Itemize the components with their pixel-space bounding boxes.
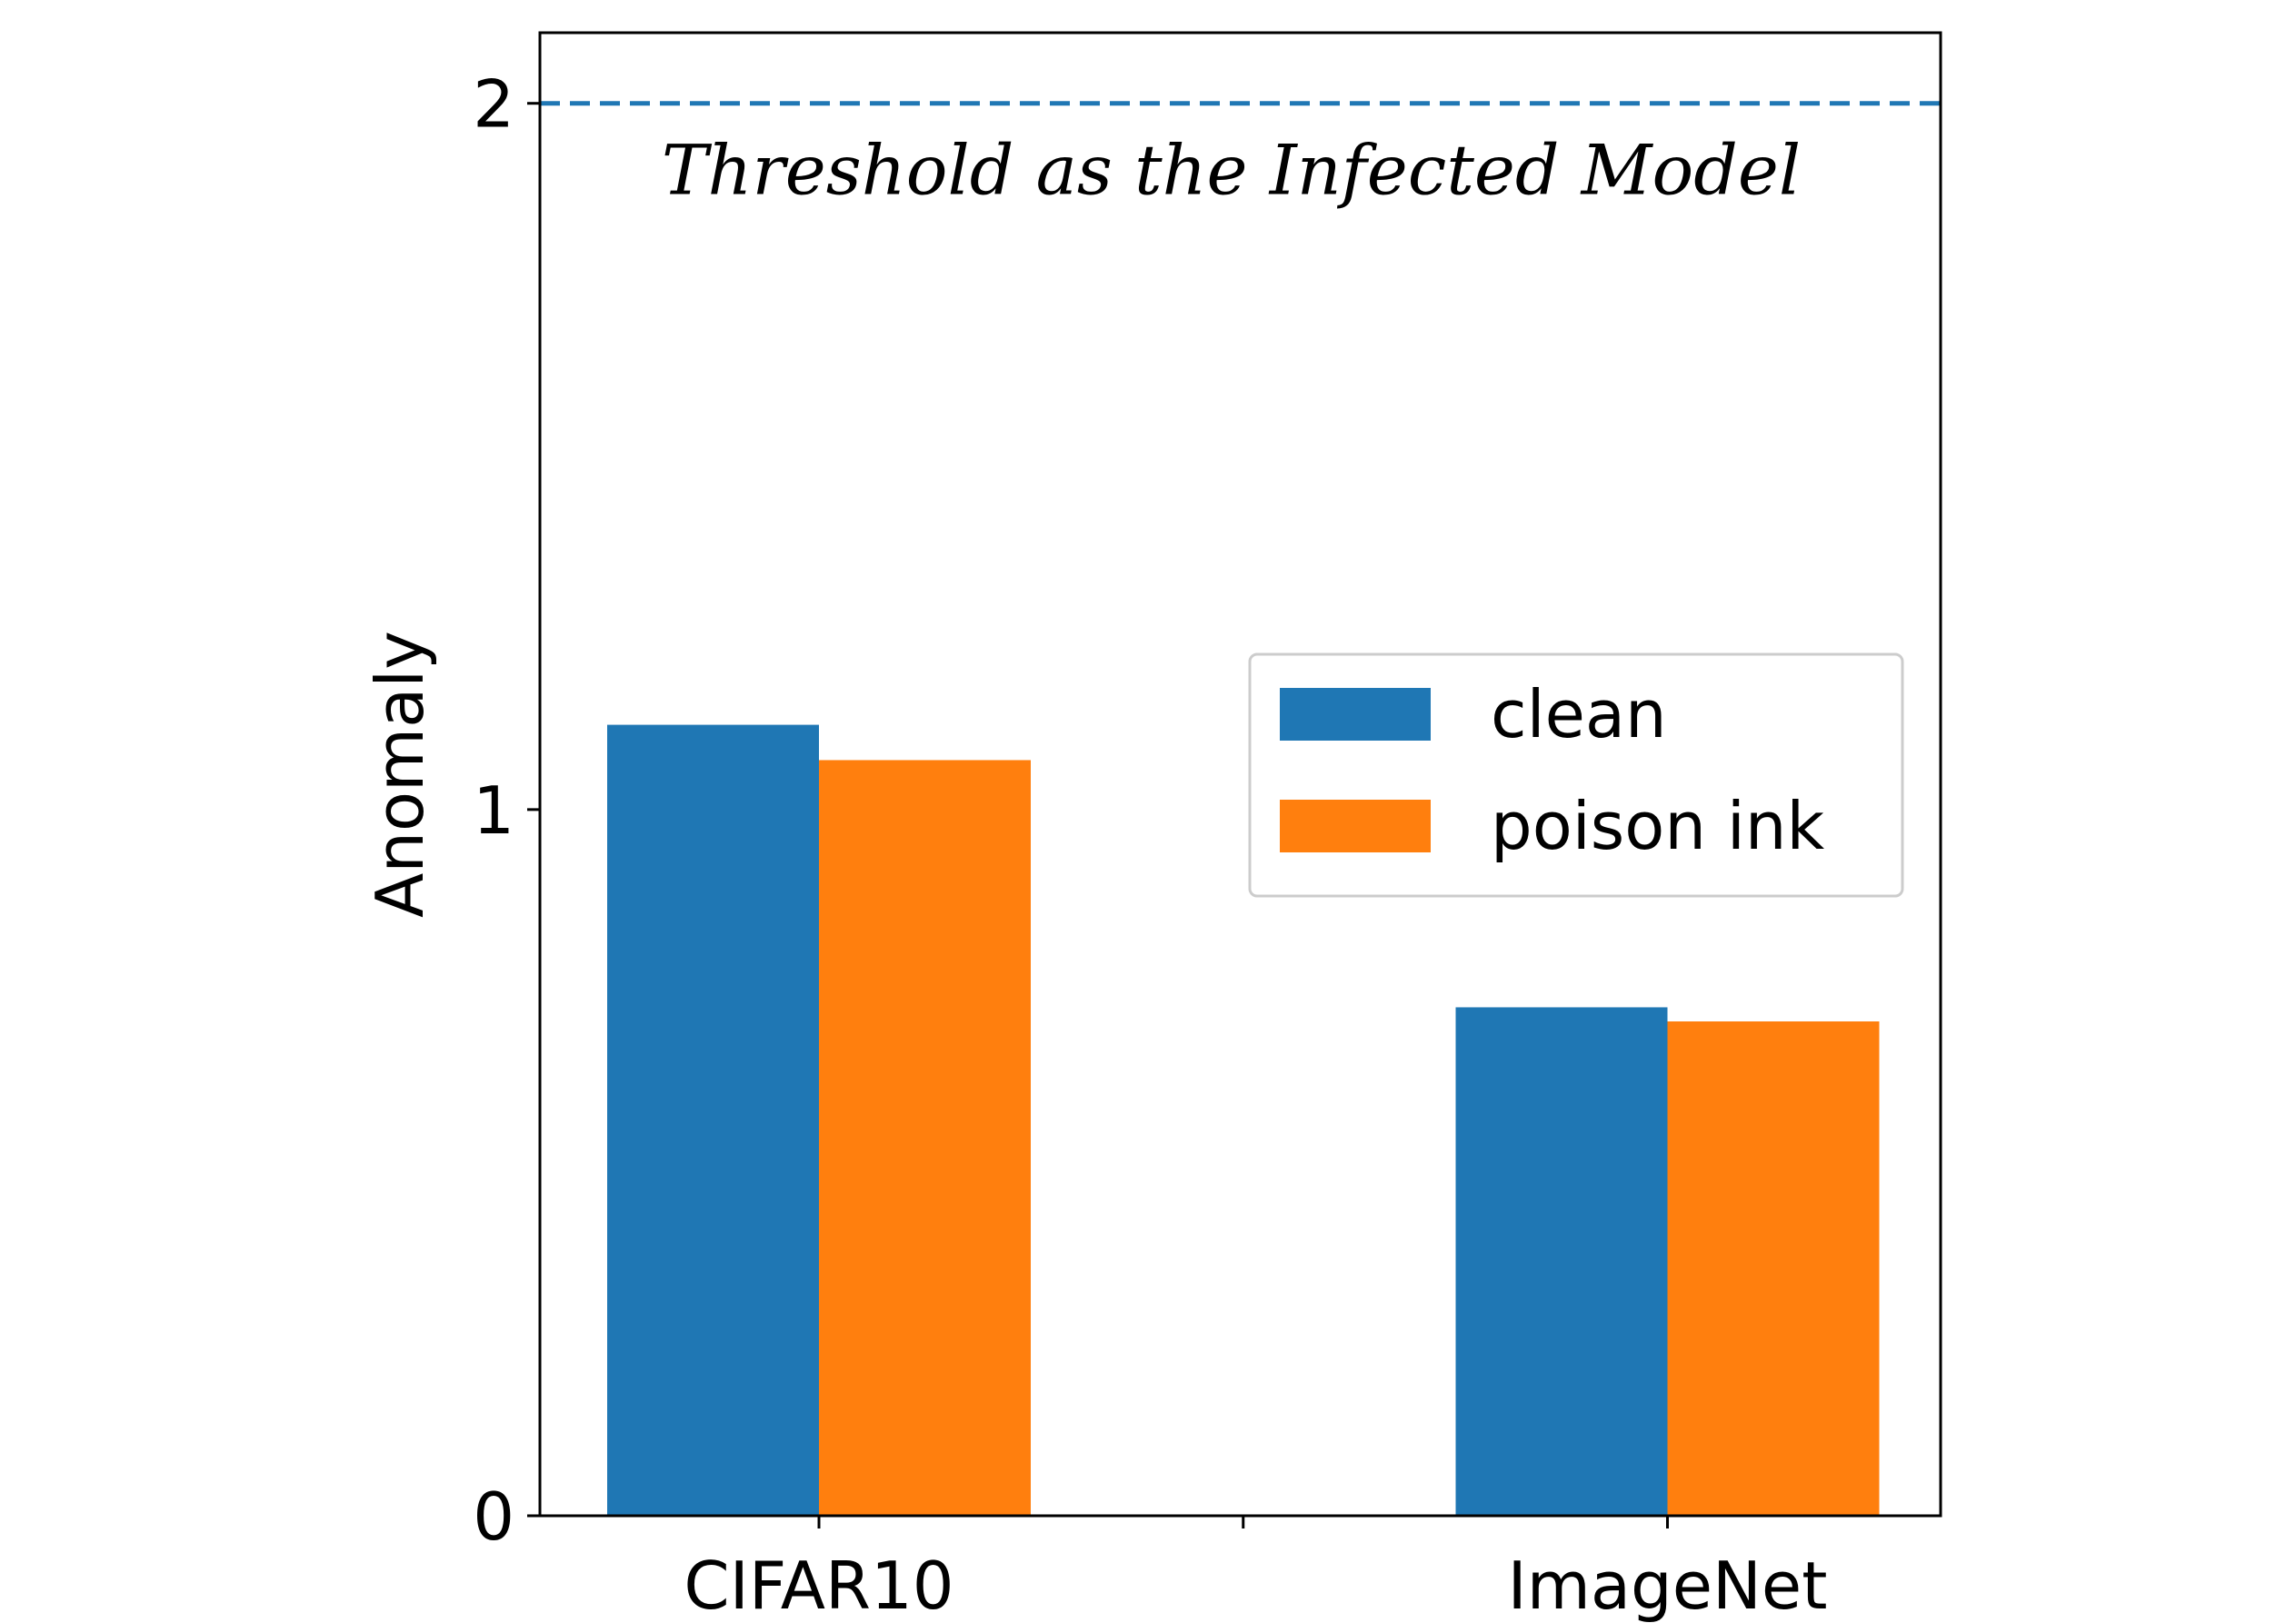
bar-clean-imagenet	[1455, 1007, 1668, 1516]
plot-frame	[538, 31, 1942, 1518]
bar-poison-ink-imagenet	[1667, 1021, 1880, 1516]
bar-poison-ink-cifar10	[819, 760, 1031, 1516]
x-tick-label-cifar10: CIFAR10	[684, 1548, 953, 1623]
y-axis-label: Anomaly	[362, 631, 438, 918]
legend-label-clean: clean	[1491, 676, 1667, 752]
x-tick-label-imagenet: ImageNet	[1508, 1548, 1828, 1623]
y-axis-ticks: 0 1 2	[473, 66, 540, 1555]
x-axis-ticks: CIFAR10 ImageNet	[684, 1516, 1827, 1623]
legend: clean poison ink	[1248, 652, 1904, 898]
bars-layer	[607, 724, 1880, 1516]
legend-swatch-clean	[1280, 688, 1431, 741]
y-tick-label: 2	[473, 66, 514, 143]
y-tick-label: 1	[473, 772, 514, 849]
legend-swatch-poison-ink	[1280, 800, 1431, 852]
threshold-annotation: Threshold as the Infected Model	[662, 130, 1801, 211]
legend-label-poison-ink: poison ink	[1491, 788, 1824, 864]
y-tick-label: 0	[473, 1479, 514, 1555]
bar-clean-cifar10	[607, 724, 819, 1516]
